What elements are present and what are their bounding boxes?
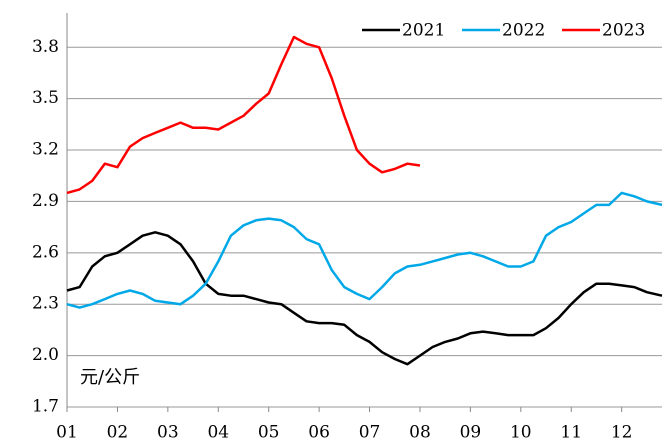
x-tick-label: 11 [560,423,582,441]
x-tick-label: 12 [611,423,633,441]
y-tick-label: 3.8 [32,37,59,57]
y-tick-label: 3.5 [32,88,59,108]
x-tick-label: 01 [56,423,78,441]
x-tick-label: 04 [207,423,229,441]
line-series [66,231,663,366]
legend-label: 2022 [502,21,545,41]
legend-label: 2023 [602,21,645,41]
x-tick-label: 05 [258,423,280,441]
y-tick-label: 2.3 [32,294,59,314]
x-tick-label: 02 [107,423,129,441]
y-tick-label: 1.7 [32,397,59,417]
y-tick-label: 2.9 [32,191,59,211]
legend-label: 2021 [402,21,445,41]
line-series [66,191,663,309]
line-series [66,35,421,195]
x-tick-label: 06 [308,423,330,441]
x-tick-label: 03 [157,423,179,441]
x-tick-label: 08 [409,423,431,441]
y-tick-label: 2.0 [32,345,59,365]
y-tick-label: 2.6 [32,242,59,262]
x-tick-label: 10 [510,423,532,441]
x-tick-label: 07 [359,423,381,441]
x-tick-label: 09 [460,423,482,441]
y-tick-label: 3.2 [32,140,59,160]
unit-annotation: 元/公斤 [80,367,140,388]
